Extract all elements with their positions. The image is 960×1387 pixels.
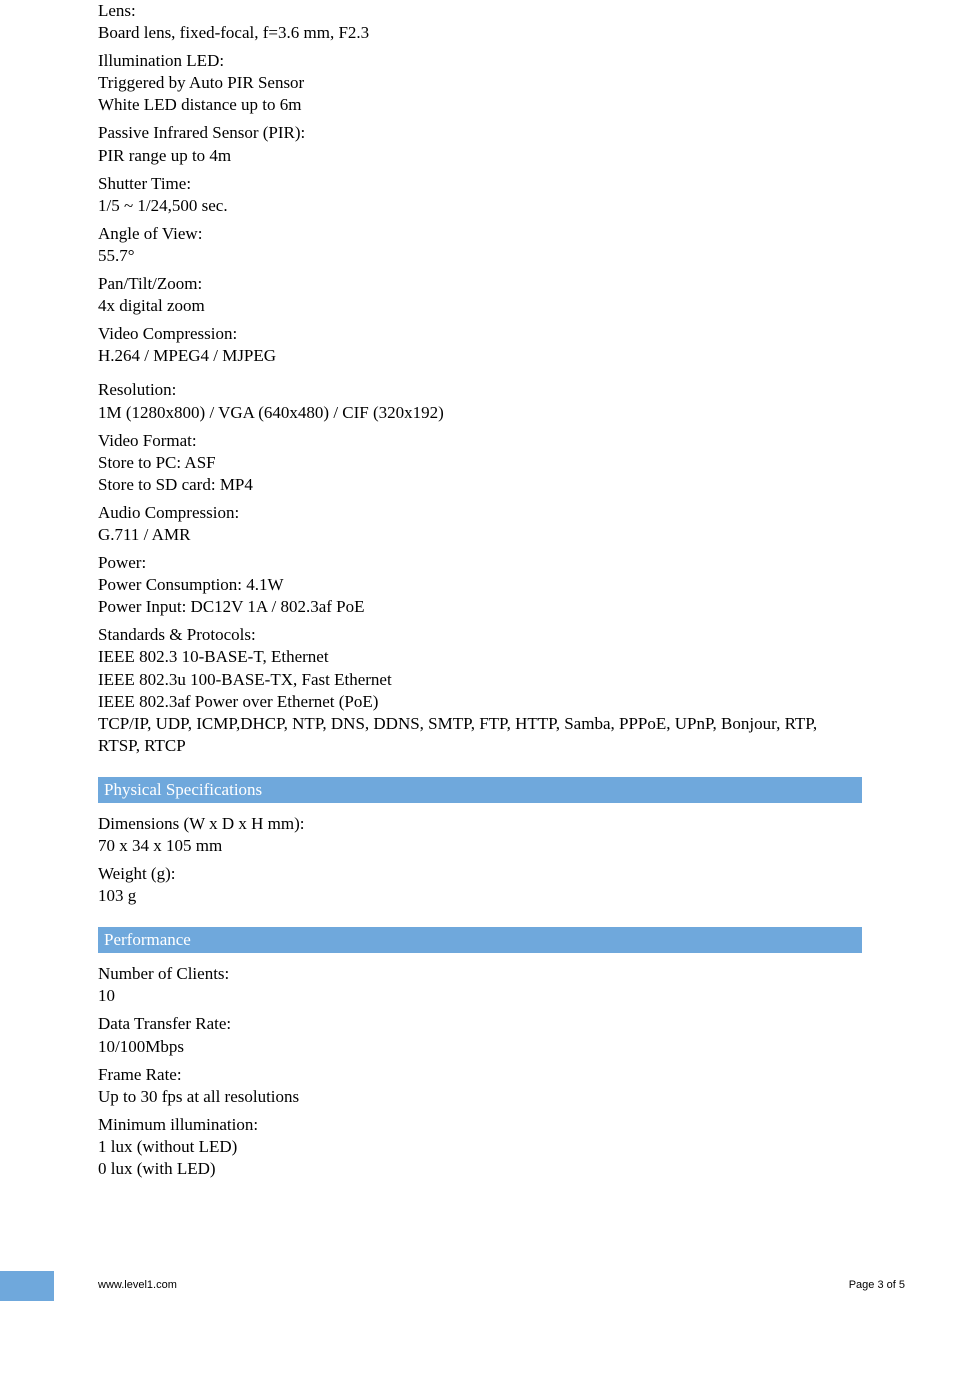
spec-label: Lens: bbox=[98, 0, 862, 22]
spec-data-transfer-rate: Data Transfer Rate: 10/100Mbps bbox=[98, 1013, 862, 1057]
spec-resolution: Resolution: 1M (1280x800) / VGA (640x480… bbox=[98, 379, 862, 423]
spec-audio-compression: Audio Compression: G.711 / AMR bbox=[98, 502, 862, 546]
spec-value: 103 g bbox=[98, 885, 862, 907]
spec-value: TCP/IP, UDP, ICMP,DHCP, NTP, DNS, DDNS, … bbox=[98, 713, 862, 757]
spec-value: Up to 30 fps at all resolutions bbox=[98, 1086, 862, 1108]
spec-value: Triggered by Auto PIR Sensor bbox=[98, 72, 862, 94]
spec-label: Data Transfer Rate: bbox=[98, 1013, 862, 1035]
spec-label: Number of Clients: bbox=[98, 963, 862, 985]
spec-label: Angle of View: bbox=[98, 223, 862, 245]
spec-dimensions: Dimensions (W x D x H mm): 70 x 34 x 105… bbox=[98, 813, 862, 857]
spec-illumination-led: Illumination LED: Triggered by Auto PIR … bbox=[98, 50, 862, 116]
spec-label: Standards & Protocols: bbox=[98, 624, 862, 646]
spec-value: 70 x 34 x 105 mm bbox=[98, 835, 862, 857]
spec-weight: Weight (g): 103 g bbox=[98, 863, 862, 907]
spec-label: Power: bbox=[98, 552, 862, 574]
section-header-performance: Performance bbox=[98, 927, 862, 953]
spec-value: 55.7° bbox=[98, 245, 862, 267]
footer-url: www.level1.com bbox=[98, 1279, 177, 1291]
spec-value: H.264 / MPEG4 / MJPEG bbox=[98, 345, 862, 367]
spec-label: Passive Infrared Sensor (PIR): bbox=[98, 122, 862, 144]
spec-value: 1 lux (without LED) bbox=[98, 1136, 862, 1158]
spec-label: Pan/Tilt/Zoom: bbox=[98, 273, 862, 295]
spec-pir: Passive Infrared Sensor (PIR): PIR range… bbox=[98, 122, 862, 166]
spec-label: Video Format: bbox=[98, 430, 862, 452]
spec-value: Power Input: DC12V 1A / 802.3af PoE bbox=[98, 596, 862, 618]
spec-label: Shutter Time: bbox=[98, 173, 862, 195]
spec-value: 10/100Mbps bbox=[98, 1036, 862, 1058]
spec-value: IEEE 802.3 10-BASE-T, Ethernet bbox=[98, 646, 862, 668]
spec-angle-of-view: Angle of View: 55.7° bbox=[98, 223, 862, 267]
spec-value: White LED distance up to 6m bbox=[98, 94, 862, 116]
spec-minimum-illumination: Minimum illumination: 1 lux (without LED… bbox=[98, 1114, 862, 1180]
spec-label: Weight (g): bbox=[98, 863, 862, 885]
spec-label: Minimum illumination: bbox=[98, 1114, 862, 1136]
spec-label: Audio Compression: bbox=[98, 502, 862, 524]
spec-value: Board lens, fixed-focal, f=3.6 mm, F2.3 bbox=[98, 22, 862, 44]
spec-frame-rate: Frame Rate: Up to 30 fps at all resoluti… bbox=[98, 1064, 862, 1108]
spec-video-format: Video Format: Store to PC: ASF Store to … bbox=[98, 430, 862, 496]
spec-shutter-time: Shutter Time: 1/5 ~ 1/24,500 sec. bbox=[98, 173, 862, 217]
spec-value: Power Consumption: 4.1W bbox=[98, 574, 862, 596]
spec-value: PIR range up to 4m bbox=[98, 145, 862, 167]
spec-label: Resolution: bbox=[98, 379, 862, 401]
spec-value: 1M (1280x800) / VGA (640x480) / CIF (320… bbox=[98, 402, 862, 424]
spec-value: Store to PC: ASF bbox=[98, 452, 862, 474]
spec-value: 10 bbox=[98, 985, 862, 1007]
spec-ptz: Pan/Tilt/Zoom: 4x digital zoom bbox=[98, 273, 862, 317]
spec-value: 4x digital zoom bbox=[98, 295, 862, 317]
spec-value: IEEE 802.3u 100-BASE-TX, Fast Ethernet bbox=[98, 669, 862, 691]
spec-label: Illumination LED: bbox=[98, 50, 862, 72]
footer-color-bar bbox=[0, 1271, 54, 1301]
spec-label: Video Compression: bbox=[98, 323, 862, 345]
spec-value: 0 lux (with LED) bbox=[98, 1158, 862, 1180]
section-header-physical: Physical Specifications bbox=[98, 777, 862, 803]
spec-value: IEEE 802.3af Power over Ethernet (PoE) bbox=[98, 691, 862, 713]
spec-value: 1/5 ~ 1/24,500 sec. bbox=[98, 195, 862, 217]
spec-lens: Lens: Board lens, fixed-focal, f=3.6 mm,… bbox=[98, 0, 862, 44]
spec-label: Frame Rate: bbox=[98, 1064, 862, 1086]
spec-standards-protocols: Standards & Protocols: IEEE 802.3 10-BAS… bbox=[98, 624, 862, 757]
spec-video-compression: Video Compression: H.264 / MPEG4 / MJPEG bbox=[98, 323, 862, 367]
spec-power: Power: Power Consumption: 4.1W Power Inp… bbox=[98, 552, 862, 618]
spec-label: Dimensions (W x D x H mm): bbox=[98, 813, 862, 835]
spec-value: G.711 / AMR bbox=[98, 524, 862, 546]
spec-value: Store to SD card: MP4 bbox=[98, 474, 862, 496]
document-content: Lens: Board lens, fixed-focal, f=3.6 mm,… bbox=[0, 0, 960, 1180]
footer-page-number: Page 3 of 5 bbox=[849, 1279, 905, 1291]
spec-number-of-clients: Number of Clients: 10 bbox=[98, 963, 862, 1007]
